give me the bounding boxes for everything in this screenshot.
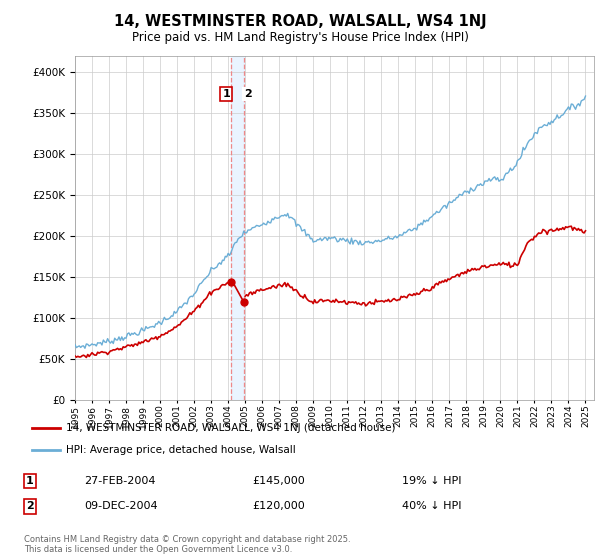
Text: 2: 2 [245, 89, 253, 99]
Text: 40% ↓ HPI: 40% ↓ HPI [402, 501, 461, 511]
Text: £120,000: £120,000 [252, 501, 305, 511]
Text: 27-FEB-2004: 27-FEB-2004 [84, 476, 155, 486]
Point [239, 297, 248, 306]
Text: £145,000: £145,000 [252, 476, 305, 486]
Text: 1: 1 [223, 89, 230, 99]
Text: 2: 2 [26, 501, 34, 511]
Text: 14, WESTMINSTER ROAD, WALSALL, WS4 1NJ (detached house): 14, WESTMINSTER ROAD, WALSALL, WS4 1NJ (… [66, 423, 395, 433]
Bar [231, 56, 244, 400]
Text: HPI: Average price, detached house, Walsall: HPI: Average price, detached house, Wals… [66, 445, 296, 455]
Text: 14, WESTMINSTER ROAD, WALSALL, WS4 1NJ: 14, WESTMINSTER ROAD, WALSALL, WS4 1NJ [113, 14, 487, 29]
Text: 19% ↓ HPI: 19% ↓ HPI [402, 476, 461, 486]
Text: Contains HM Land Registry data © Crown copyright and database right 2025.
This d: Contains HM Land Registry data © Crown c… [24, 535, 350, 554]
Text: 1: 1 [26, 476, 34, 486]
Text: 09-DEC-2004: 09-DEC-2004 [84, 501, 158, 511]
Text: Price paid vs. HM Land Registry's House Price Index (HPI): Price paid vs. HM Land Registry's House … [131, 31, 469, 44]
Point [226, 277, 236, 286]
